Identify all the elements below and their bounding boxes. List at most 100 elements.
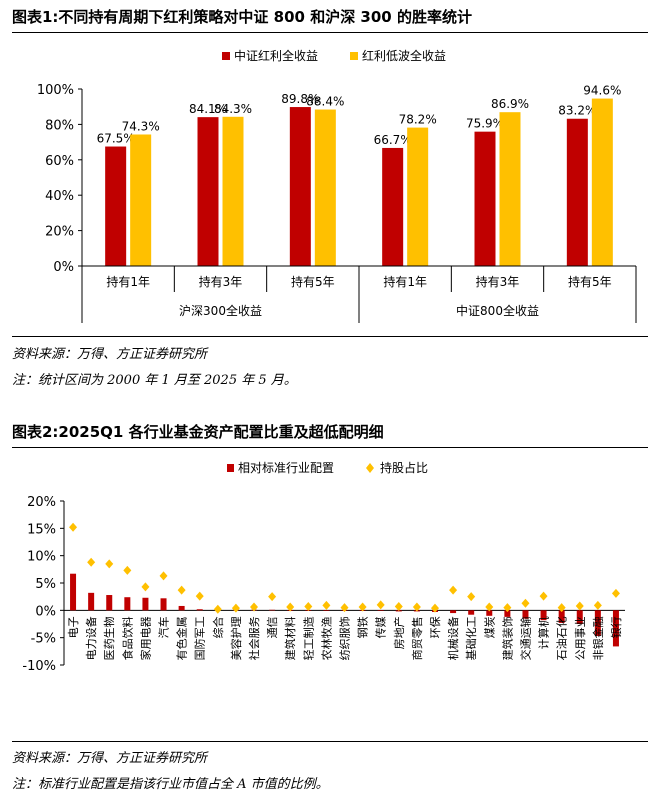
- bar-s2-6: [591, 98, 613, 266]
- y-tick-label: 40%: [45, 189, 74, 204]
- data-label-s2-2: 84.3%: [214, 102, 252, 116]
- figure-2-chart: 相对标准行业配置 持股占比 -10% -5% 0% 5% 10% 15% 20% 电子 电力设备 医药…: [22, 460, 625, 674]
- x-category-label-2: 持有3年: [199, 274, 243, 289]
- x-category-label-8: 国防军工: [193, 616, 207, 660]
- bar-31: [612, 610, 619, 647]
- marker-24: [485, 602, 494, 612]
- x-category-label-27: 计算机: [537, 616, 551, 649]
- x-category-label-29: 公用事业: [574, 616, 587, 660]
- bar-s1-5: [474, 131, 496, 266]
- figure-2-note: 注：标准行业配置是指该行业市值占全 A 市值的比例。: [12, 777, 329, 792]
- data-label-s1-6: 83.2%: [558, 104, 596, 118]
- legend-swatch-bars: [227, 464, 234, 472]
- data-label-s1-4: 66.7%: [374, 133, 412, 147]
- x-group-label-2: 中证800全收益: [456, 303, 539, 318]
- x-category-label-1: 电子: [67, 616, 80, 638]
- x-category-label-3: 持有5年: [291, 274, 335, 289]
- marker-18: [376, 600, 385, 610]
- figure-1-title: 图表1:不同持有周期下红利策略对中证 800 和沪深 300 的胜率统计: [12, 8, 472, 26]
- bar-23: [468, 610, 475, 615]
- marker-7: [177, 585, 186, 595]
- bar-7: [178, 605, 185, 611]
- marker-28: [557, 603, 566, 613]
- marker-16: [340, 603, 349, 613]
- bar-28: [558, 610, 565, 623]
- x-category-label-5: 家用电器: [138, 616, 152, 660]
- x-category-label-4: 持有1年: [383, 274, 427, 289]
- bar-22: [450, 610, 457, 614]
- x-category-label-12: 通信: [266, 616, 279, 638]
- marker-1: [69, 522, 78, 532]
- bar-s1-1: [105, 146, 127, 266]
- bar-15: [323, 610, 330, 611]
- bar-s1-2: [197, 117, 219, 266]
- x-category-label-20: 商贸零售: [410, 616, 424, 660]
- bar-3: [106, 595, 113, 611]
- y-tick-label: 10%: [27, 550, 56, 565]
- y-tick-label: -10%: [22, 659, 56, 674]
- figure-1-chart: 中证红利全收益 红利低波全收益 0% 20% 40% 60% 80% 100% 67.5%74.…: [37, 48, 637, 323]
- marker-8: [195, 591, 204, 601]
- x-category-label-9: 综合: [211, 616, 225, 638]
- y-tick-label: 100%: [37, 83, 74, 98]
- x-category-label-28: 石油石化: [555, 616, 569, 660]
- x-category-label-7: 有色金属: [175, 616, 189, 660]
- x-category-label-6: 持有5年: [568, 274, 612, 289]
- y-tick-label: 80%: [45, 118, 74, 133]
- y-tick-label: -5%: [31, 632, 56, 647]
- legend-label-1: 中证红利全收益: [234, 48, 318, 63]
- legend-swatch-1: [222, 52, 230, 60]
- bar-2: [88, 592, 95, 611]
- marker-15: [322, 600, 331, 610]
- figure-2-title: 图表2:2025Q1 各行业基金资产配置比重及超低配明细: [12, 423, 384, 441]
- x-category-label-10: 美容护理: [229, 616, 243, 660]
- x-category-label-25: 建筑装饰: [500, 616, 514, 660]
- marker-5: [141, 582, 150, 592]
- chart2-legend: 相对标准行业配置 持股占比: [227, 460, 428, 475]
- y-tick-label: 15%: [27, 522, 56, 537]
- figure-1-note: 注：统计区间为 2000 年 1 月至 2025 年 5 月。: [12, 373, 297, 388]
- x-category-label-24: 煤炭: [483, 616, 496, 638]
- figure-1-bottom-rule: [12, 336, 648, 337]
- x-category-label-6: 汽车: [157, 616, 171, 638]
- marker-14: [304, 602, 313, 612]
- x-category-label-1: 持有1年: [106, 274, 150, 289]
- marker-25: [503, 603, 512, 613]
- bar-5: [142, 597, 149, 611]
- marker-20: [412, 602, 421, 612]
- x-category-label-5: 持有3年: [476, 274, 520, 289]
- bar-s1-6: [566, 118, 588, 267]
- bar-6: [160, 598, 167, 611]
- x-category-label-17: 钢铁: [357, 616, 370, 638]
- y-tick-label: 0%: [53, 260, 74, 275]
- data-label-s1-5: 75.9%: [466, 117, 504, 131]
- bar-s1-4: [382, 147, 404, 266]
- bar-s2-3: [314, 109, 336, 266]
- data-label-s1-2: 84.1%: [189, 102, 227, 116]
- x-group-label-1: 沪深300全收益: [179, 303, 262, 318]
- figure-1-top-rule: [12, 32, 648, 33]
- data-label-s2-5: 86.9%: [491, 97, 529, 111]
- marker-29: [575, 601, 584, 611]
- bar-25: [504, 610, 511, 617]
- legend-label-bars: 相对标准行业配置: [238, 461, 334, 475]
- figure-1-source: 资料来源：万得、方正证券研究所: [12, 347, 208, 362]
- y-tick-label: 20%: [45, 225, 74, 240]
- x-category-label-30: 非银金融: [591, 616, 605, 660]
- bar-1: [70, 573, 77, 611]
- marker-27: [539, 591, 548, 601]
- bar-18: [377, 610, 384, 611]
- bar-8: [196, 609, 203, 611]
- bar-27: [540, 610, 547, 621]
- x-category-label-23: 基础化工: [464, 616, 478, 660]
- marker-4: [123, 565, 132, 575]
- marker-3: [105, 559, 114, 569]
- bar-12: [269, 609, 276, 611]
- x-category-label-31: 银行: [609, 616, 623, 638]
- data-label-s2-6: 94.6%: [583, 84, 621, 98]
- marker-22: [449, 585, 458, 595]
- figure-2-bottom-rule: [12, 741, 648, 742]
- x-category-label-11: 社会服务: [247, 616, 261, 660]
- marker-6: [159, 571, 168, 581]
- x-category-label-26: 交通运输: [518, 616, 532, 660]
